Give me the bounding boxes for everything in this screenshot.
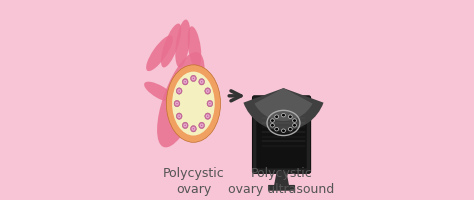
Ellipse shape [177,115,181,118]
Ellipse shape [200,124,203,128]
Ellipse shape [177,90,181,93]
FancyBboxPatch shape [253,96,310,173]
Ellipse shape [191,126,196,132]
Ellipse shape [271,124,274,127]
Ellipse shape [182,79,188,86]
FancyBboxPatch shape [268,185,295,191]
Wedge shape [255,89,312,121]
Ellipse shape [292,124,296,127]
Ellipse shape [206,115,210,118]
Ellipse shape [174,101,180,107]
Ellipse shape [178,116,180,117]
Ellipse shape [176,103,178,105]
Ellipse shape [175,102,179,106]
FancyBboxPatch shape [256,103,307,169]
Ellipse shape [193,128,194,130]
Ellipse shape [288,115,292,119]
Ellipse shape [183,124,187,128]
Ellipse shape [172,72,215,136]
Ellipse shape [275,128,279,131]
Ellipse shape [288,128,292,131]
Ellipse shape [191,77,195,81]
Ellipse shape [182,123,188,129]
Ellipse shape [209,103,210,105]
Ellipse shape [184,82,186,83]
Ellipse shape [206,90,210,93]
Ellipse shape [161,24,182,68]
Ellipse shape [271,119,274,123]
Ellipse shape [205,113,210,120]
Wedge shape [244,89,324,131]
Ellipse shape [175,20,190,68]
Text: Polycystic
ovary: Polycystic ovary [163,166,224,195]
Ellipse shape [176,113,182,120]
Ellipse shape [193,78,194,80]
Ellipse shape [178,91,180,92]
Ellipse shape [208,102,212,106]
Ellipse shape [166,66,220,143]
Ellipse shape [275,115,279,119]
Text: Polycystic
ovary ultrasound: Polycystic ovary ultrasound [228,166,335,195]
Ellipse shape [144,82,175,103]
Ellipse shape [183,80,187,84]
Ellipse shape [191,76,196,82]
Ellipse shape [201,82,202,83]
Ellipse shape [292,119,296,123]
Ellipse shape [282,129,285,133]
Ellipse shape [201,125,202,126]
Ellipse shape [282,114,285,117]
Ellipse shape [200,80,203,84]
Ellipse shape [157,53,205,148]
Ellipse shape [207,116,209,117]
Ellipse shape [205,88,210,95]
Polygon shape [274,172,289,187]
Ellipse shape [146,36,173,72]
Ellipse shape [199,79,205,86]
Ellipse shape [207,91,209,92]
Ellipse shape [184,125,186,126]
Ellipse shape [199,123,205,129]
Ellipse shape [188,27,201,69]
Ellipse shape [207,101,213,107]
Ellipse shape [176,88,182,95]
Ellipse shape [191,127,195,131]
